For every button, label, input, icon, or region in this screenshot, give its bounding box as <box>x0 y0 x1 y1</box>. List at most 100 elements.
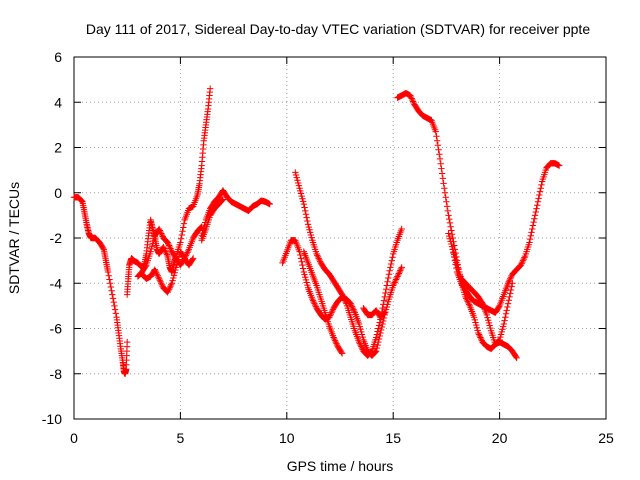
data-point <box>99 244 107 252</box>
data-point <box>372 334 380 341</box>
data-point <box>299 198 307 205</box>
data-point <box>359 333 366 341</box>
data-point <box>300 268 308 276</box>
data-point <box>309 297 317 304</box>
data-point <box>452 256 459 264</box>
data-point <box>299 265 307 272</box>
data-point <box>376 319 383 326</box>
y-tick-label: -10 <box>42 411 62 427</box>
data-point <box>149 240 156 247</box>
data-point <box>302 211 310 218</box>
data-point <box>473 324 481 331</box>
data-point <box>387 260 395 268</box>
data-point <box>300 200 308 208</box>
data-point <box>368 348 375 356</box>
data-point <box>330 334 337 341</box>
data-point <box>447 238 454 245</box>
x-tick-label: 15 <box>385 430 401 446</box>
data-point <box>494 338 502 345</box>
data-point <box>350 306 357 313</box>
data-point <box>304 221 312 228</box>
data-point <box>310 298 317 306</box>
data-point <box>367 349 374 356</box>
data-point <box>410 99 417 107</box>
data-point <box>341 297 349 304</box>
data-point <box>395 270 403 277</box>
data-point <box>164 289 171 296</box>
x-tick-label: 25 <box>598 430 614 446</box>
data-point <box>437 160 444 167</box>
data-point <box>433 137 441 144</box>
data-point <box>355 338 363 346</box>
data-point <box>380 310 388 317</box>
data-point <box>312 303 320 310</box>
data-point <box>382 289 389 297</box>
data-point <box>377 329 384 337</box>
y-tick-label: 0 <box>54 185 62 201</box>
data-point <box>178 231 186 239</box>
data-point <box>189 255 197 262</box>
data-point <box>534 198 542 205</box>
data-point <box>302 207 309 215</box>
x-axis-label: GPS time / hours <box>287 458 394 474</box>
data-point <box>316 256 323 264</box>
data-point <box>378 323 386 331</box>
data-point <box>444 207 452 215</box>
data-point <box>501 317 508 324</box>
data-point <box>474 327 481 334</box>
data-point <box>308 234 315 241</box>
data-point <box>526 239 533 246</box>
data-point <box>304 217 311 225</box>
data-point <box>147 248 154 255</box>
data-point <box>298 192 305 200</box>
data-point <box>356 340 364 347</box>
data-point <box>328 309 335 316</box>
data-point <box>166 243 173 251</box>
data-point <box>160 245 168 252</box>
data-point <box>357 341 364 349</box>
data-point <box>151 266 159 273</box>
data-point <box>157 278 164 285</box>
data-point <box>350 307 358 315</box>
data-point <box>442 194 449 201</box>
data-point <box>463 296 471 304</box>
chart-title: Day 111 of 2017, Sidereal Day-to-day VTE… <box>86 21 590 37</box>
data-point <box>292 171 300 179</box>
data-point <box>297 190 305 197</box>
data-point <box>179 228 186 235</box>
data-point <box>472 321 480 329</box>
data-point <box>163 249 170 257</box>
data-point <box>470 313 478 321</box>
data-point <box>165 242 173 249</box>
data-point <box>495 337 503 344</box>
data-point <box>355 320 363 328</box>
data-point <box>500 320 508 328</box>
data-point <box>436 151 443 158</box>
data-point <box>332 338 339 346</box>
data-point <box>380 317 387 325</box>
data-point <box>441 189 449 196</box>
data-point <box>295 182 303 189</box>
data-point <box>392 277 399 285</box>
y-tick-label: 4 <box>54 94 62 110</box>
data-point <box>155 275 163 282</box>
data-point <box>407 93 415 101</box>
data-point <box>156 227 164 234</box>
data-point <box>107 283 115 291</box>
data-point <box>166 284 173 291</box>
data-point <box>502 313 509 321</box>
data-point <box>477 334 484 341</box>
data-point <box>298 258 305 265</box>
data-point <box>338 350 346 357</box>
data-point <box>380 301 387 308</box>
data-point <box>521 254 528 261</box>
data-point <box>375 325 382 332</box>
x-tick-label: 10 <box>279 430 295 446</box>
data-point <box>160 243 167 251</box>
data-point <box>109 291 116 298</box>
data-point <box>531 212 539 219</box>
data-point <box>451 251 458 258</box>
data-point <box>348 303 356 310</box>
data-point <box>379 304 386 312</box>
data-point <box>266 200 273 208</box>
